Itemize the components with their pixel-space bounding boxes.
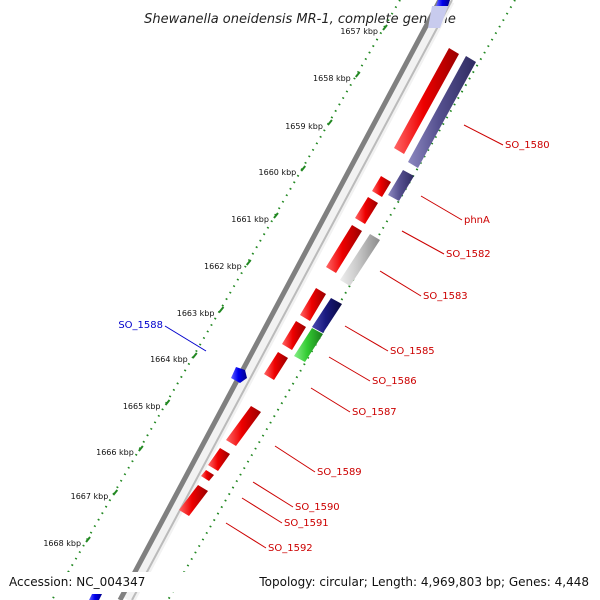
forward-genes [179, 48, 459, 516]
gene-so-1583-other[interactable] [340, 234, 380, 286]
kbp-ticks: 1657 kbp 1658 kbp 1659 kbp 1660 kbp 1661 kbp… [43, 24, 388, 548]
kbp-tick-mark [327, 119, 333, 126]
gene-so-1585-reverse[interactable] [312, 298, 342, 333]
gene-leader-line [328, 356, 371, 382]
gene-so-1588-blue[interactable] [231, 367, 247, 383]
gene-label[interactable]: SO_1592 [268, 543, 313, 554]
kbp-tick-mark [273, 212, 279, 219]
gene-top-grey[interactable] [428, 6, 448, 28]
gene-so-1587-forward[interactable] [264, 352, 288, 380]
kbp-tick-label: 1661 kbp [231, 215, 269, 224]
gene-so-1590-forward[interactable] [208, 448, 230, 471]
kbp-tick-label: 1667 kbp [71, 492, 109, 501]
kbp-tick-mark [164, 399, 171, 406]
kbp-tick-label: 1665 kbp [123, 402, 161, 411]
outer-tick-ring [51, 0, 401, 600]
gene-bottom-blue[interactable] [89, 594, 102, 600]
gene-label[interactable]: SO_1588 [118, 320, 163, 331]
kbp-tick-mark [138, 445, 144, 452]
kbp-tick-label: 1657 kbp [340, 27, 378, 36]
gene-leader-line [164, 325, 207, 352]
gene-labels: SO_1580 phnA SO_1582 SO_1583 SO_1585 SO_1586 S… [118, 124, 550, 554]
gene-leader-line [310, 387, 351, 413]
gene-leader-line [241, 497, 283, 524]
gene-label[interactable]: SO_1585 [390, 346, 435, 357]
kbp-tick-label: 1666 kbp [96, 448, 134, 457]
gene-label[interactable]: SO_1587 [352, 407, 397, 418]
gene-label[interactable]: SO_1583 [423, 291, 468, 302]
topology-text: Topology: circular; Length: 4,969,803 bp… [258, 575, 589, 589]
gene-label[interactable]: SO_1586 [372, 376, 417, 387]
kbp-tick-label: 1662 kbp [204, 262, 242, 271]
gene-label[interactable]: SO_1590 [295, 502, 340, 513]
footer-background [0, 572, 600, 592]
gene-label[interactable]: SO_1591 [284, 518, 329, 529]
backbone-light-edge [131, 0, 453, 600]
kbp-tick-mark [112, 489, 119, 496]
gene-leader-line [274, 445, 316, 473]
gene-so-1591-forward[interactable] [201, 470, 214, 481]
reverse-genes [89, 0, 476, 600]
gene-so-1586-rna[interactable] [294, 328, 323, 362]
gene-top-blue[interactable] [436, 0, 450, 6]
kbp-tick-mark [85, 536, 91, 543]
gene-label[interactable]: SO_1582 [446, 249, 491, 260]
gene-so-1586-forward[interactable] [282, 321, 306, 350]
gene-so-1583-forward[interactable] [326, 225, 362, 273]
gene-leader-line [252, 481, 294, 508]
gene-so-1580-reverse[interactable] [408, 56, 476, 168]
kbp-tick-mark [191, 352, 198, 359]
kbp-tick-mark [218, 306, 225, 313]
kbp-tick-label: 1664 kbp [150, 355, 188, 364]
gene-so-1582-forward[interactable] [355, 197, 378, 224]
inner-tick-ring [167, 0, 516, 600]
map-title: Shewanella oneidensis MR-1, complete gen… [144, 12, 456, 27]
kbp-tick-mark [382, 24, 388, 31]
gene-leader-line [379, 270, 422, 297]
kbp-tick-label: 1658 kbp [313, 74, 351, 83]
gene-so-1589-forward[interactable] [226, 406, 261, 446]
gene-so-1585-forward[interactable] [300, 288, 326, 321]
backbone-dark-edge [117, 0, 443, 600]
gene-label[interactable]: SO_1589 [317, 467, 362, 478]
gene-leader-line [401, 230, 445, 255]
gene-phna-reverse[interactable] [388, 170, 414, 201]
kbp-tick-label: 1659 kbp [285, 122, 323, 131]
kbp-tick-label: 1663 kbp [177, 309, 215, 318]
kbp-tick-mark [300, 165, 307, 172]
kbp-tick-mark [245, 259, 252, 266]
gene-label[interactable]: SO_1580 [505, 140, 550, 151]
backbone-white [121, 0, 455, 600]
kbp-tick-label: 1660 kbp [259, 168, 297, 177]
gene-label[interactable]: phnA [464, 215, 490, 226]
backbone [117, 0, 455, 600]
gene-leader-line [344, 325, 389, 352]
inner-dotted-circle [167, 0, 516, 600]
kbp-tick-mark [354, 71, 361, 78]
gene-leader-line [420, 195, 463, 221]
accession-text: Accession: NC_004347 [9, 575, 145, 589]
gene-leader-line [463, 124, 504, 146]
gene-leader-line [225, 522, 267, 549]
gene-so-1580-forward[interactable] [394, 48, 459, 154]
gene-phna-forward[interactable] [372, 176, 391, 197]
kbp-tick-label: 1668 kbp [43, 539, 81, 548]
gene-so-1592-forward[interactable] [179, 485, 208, 516]
outer-dotted-circle [51, 0, 401, 600]
